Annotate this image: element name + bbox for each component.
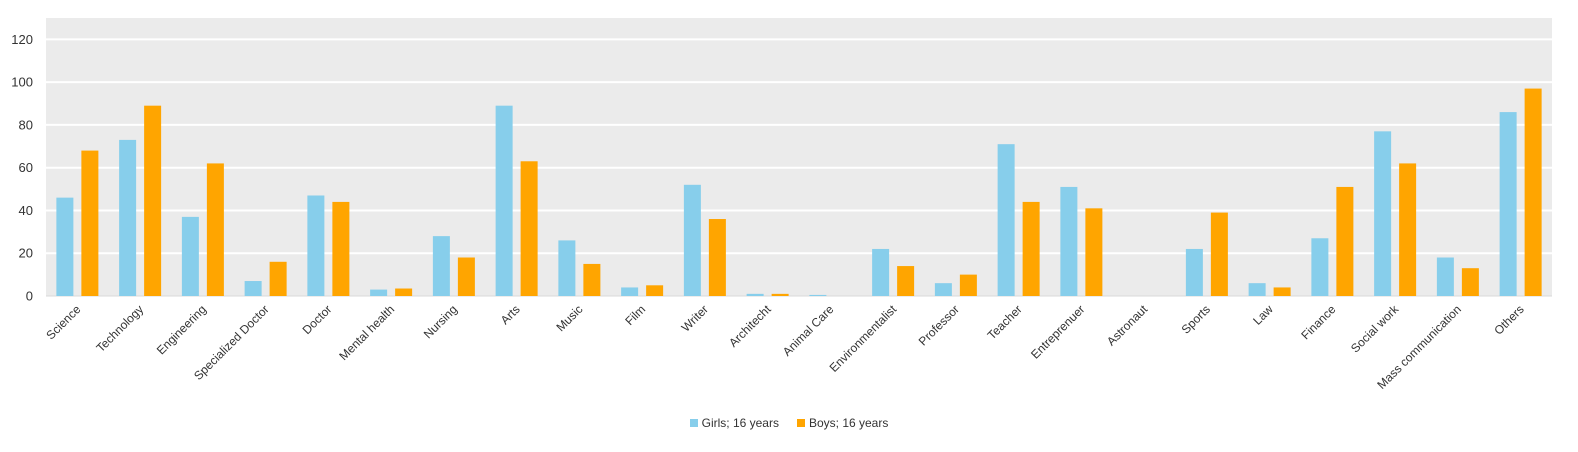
legend-item-girls: Girls; 16 years — [689, 416, 779, 430]
legend-swatch-boys — [796, 419, 805, 427]
bar-boys — [144, 105, 162, 296]
bar-girls — [1248, 283, 1266, 296]
bar-girls — [495, 105, 513, 296]
bar-girls — [307, 195, 325, 296]
legend-label-girls: Girls; 16 years — [701, 416, 779, 430]
bar-girls — [1436, 257, 1454, 296]
bar-boys — [1273, 287, 1291, 296]
bar-girls — [181, 216, 199, 296]
bar-girls — [56, 197, 74, 296]
bar-boys — [1085, 208, 1103, 296]
x-tick-label: Environmentalist — [827, 302, 900, 375]
bar-girls — [872, 248, 890, 296]
x-tick-label: Mental health — [336, 302, 397, 363]
y-tick-label: 100 — [11, 75, 33, 90]
bar-girls — [934, 283, 952, 296]
y-tick-label: 80 — [19, 117, 33, 132]
x-tick-label: Architecht — [726, 302, 774, 350]
x-tick-label: Finance — [1298, 302, 1338, 342]
x-tick-label: Technology — [93, 302, 146, 355]
bar-boys — [81, 150, 99, 296]
plot-background — [46, 18, 1552, 296]
y-axis: 0 20 40 60 80 100 120 — [11, 32, 33, 304]
x-tick-label: Animal Care — [780, 302, 837, 359]
y-tick-label: 120 — [11, 32, 33, 47]
bar-girls — [809, 294, 827, 296]
x-tick-label: Law — [1250, 302, 1276, 328]
bar-boys — [1210, 212, 1228, 296]
x-tick-label: Nursing — [421, 302, 460, 341]
bar-boys — [457, 257, 475, 296]
bar-girls — [1374, 131, 1392, 296]
legend-label-boys: Boys; 16 years — [808, 416, 889, 430]
x-tick-label: Social work — [1348, 302, 1402, 356]
x-tick-label: Entreprenuer — [1028, 302, 1087, 361]
bars — [56, 88, 1542, 296]
bar-boys — [206, 163, 224, 296]
x-tick-label: Doctor — [300, 302, 335, 337]
bar-girls — [1311, 238, 1329, 296]
y-tick-label: 60 — [19, 160, 33, 175]
x-tick-label: Science — [43, 302, 83, 342]
gridlines — [46, 38, 1552, 297]
bar-boys — [897, 266, 915, 296]
x-tick-label: Music — [553, 302, 585, 334]
bar-girls — [558, 240, 576, 296]
bar-boys — [332, 201, 350, 296]
bar-boys — [708, 219, 726, 296]
bar-boys — [1461, 268, 1479, 296]
bar-boys — [520, 161, 538, 296]
x-tick-label: Sports — [1179, 302, 1213, 336]
bar-boys — [583, 263, 601, 296]
y-tick-label: 40 — [19, 203, 33, 218]
bar-boys — [1524, 88, 1542, 296]
bar-boys — [1399, 163, 1417, 296]
x-tick-label: Others — [1491, 302, 1526, 337]
bar-girls — [1499, 112, 1517, 296]
bar-girls — [683, 184, 701, 296]
bar-girls — [244, 281, 262, 296]
bar-girls — [119, 139, 137, 296]
x-tick-label: Engineering — [154, 302, 209, 357]
x-axis: Science Technology EngineeringSpecialized … — [43, 302, 1526, 392]
x-tick-label: Arts — [498, 302, 523, 327]
bar-girls — [997, 144, 1015, 296]
bar-girls — [621, 287, 639, 296]
legend-swatch-girls — [689, 419, 698, 427]
bar-boys — [646, 285, 664, 296]
x-tick-label: Writer — [679, 302, 711, 334]
legend: Girls; 16 years Boys; 16 years — [0, 416, 1578, 430]
bar-boys — [959, 274, 977, 296]
legend-item-boys: Boys; 16 years — [796, 416, 889, 430]
x-tick-label: Astronaut — [1104, 302, 1151, 349]
x-tick-label: Teacher — [985, 302, 1025, 342]
bar-boys — [269, 261, 287, 296]
x-tick-label: Film — [622, 302, 648, 328]
bar-boys — [395, 288, 413, 296]
bar-girls — [1185, 248, 1203, 296]
x-tick-label: Professor — [916, 302, 962, 348]
bar-boys — [1336, 186, 1354, 296]
bar-girls — [746, 293, 764, 296]
bar-boys — [1022, 201, 1040, 296]
bar-boys — [771, 293, 789, 296]
bar-girls — [1060, 186, 1078, 296]
y-tick-label: 20 — [19, 246, 33, 261]
bar-girls — [432, 236, 450, 296]
bar-girls — [370, 289, 388, 296]
y-tick-label: 0 — [26, 289, 33, 304]
